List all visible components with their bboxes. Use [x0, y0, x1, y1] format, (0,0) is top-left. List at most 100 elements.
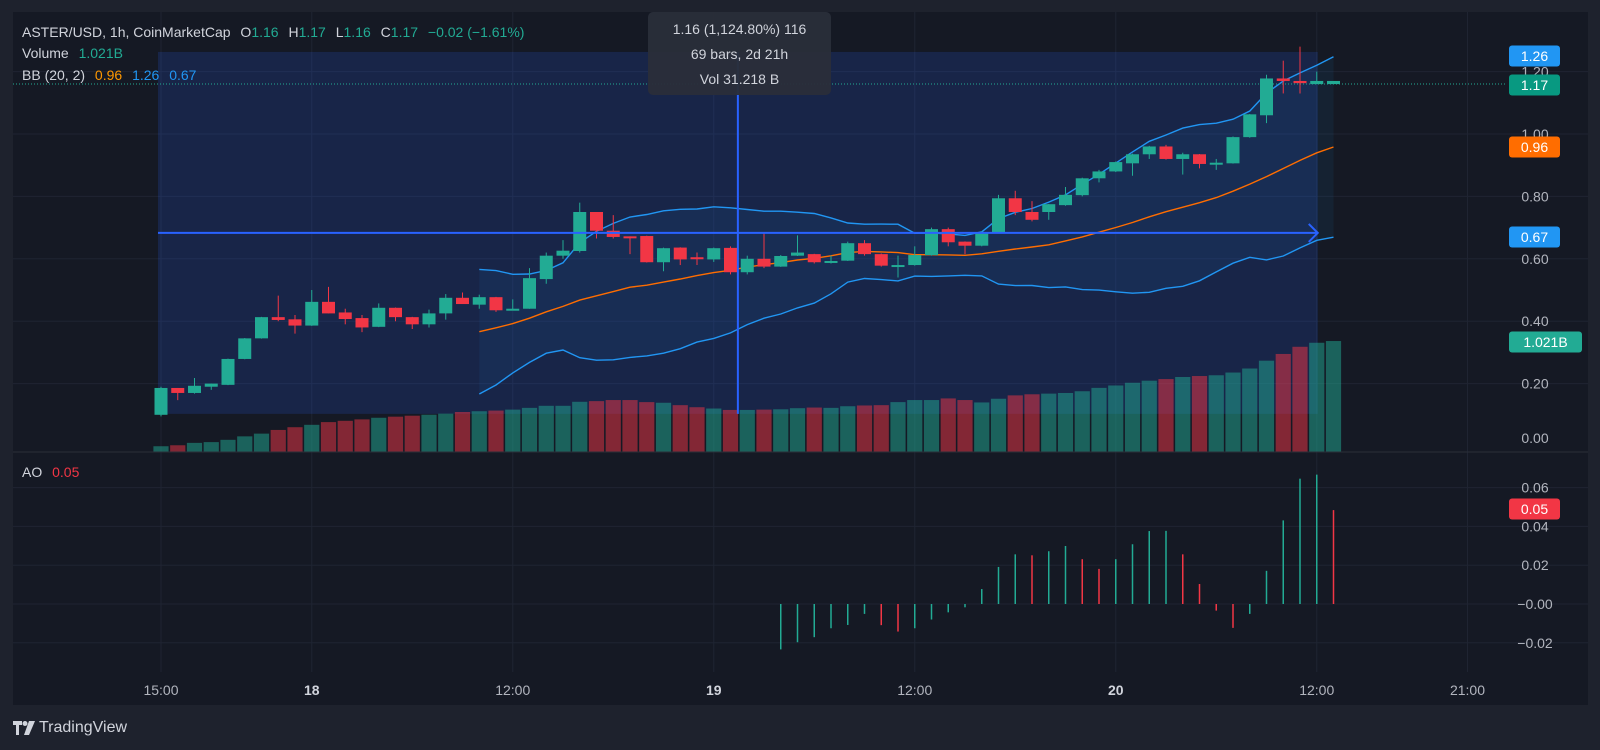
- volume-value: 1.021B: [78, 45, 123, 61]
- candle: [154, 386, 168, 417]
- candle: [221, 358, 235, 386]
- candle: [1260, 74, 1273, 124]
- tradingview-logo[interactable]: TradingView: [13, 719, 127, 737]
- candle-body: [271, 317, 285, 320]
- candle: [523, 268, 536, 309]
- candle: [958, 241, 972, 255]
- volume-bar: [253, 433, 270, 452]
- time-tick-label: 19: [706, 682, 722, 698]
- bb-legend[interactable]: BB (20, 2) 0.96 1.26 0.67: [22, 67, 202, 83]
- candle: [1126, 153, 1139, 176]
- candle: [992, 194, 1005, 234]
- candle-body: [221, 358, 235, 385]
- candle: [623, 236, 637, 255]
- volume-bar: [538, 405, 554, 452]
- volume-bar: [555, 405, 571, 452]
- candle-body: [958, 241, 972, 246]
- open-value: 1.16: [251, 24, 279, 40]
- bb-basis-line: [479, 146, 1334, 333]
- time-tick-label: 12:00: [897, 682, 932, 698]
- volume-bar: [1208, 375, 1224, 452]
- candle-body: [1142, 146, 1156, 155]
- candle-body: [489, 297, 503, 311]
- volume-bar: [304, 424, 320, 452]
- candle: [489, 296, 503, 312]
- candle-body: [1310, 80, 1324, 85]
- change-value: −0.02 (−1.61%): [427, 24, 525, 40]
- candle: [1243, 114, 1257, 138]
- volume-bar: [856, 405, 873, 452]
- chart-background: [13, 12, 1588, 705]
- candle: [439, 294, 453, 320]
- candle-body: [1293, 80, 1307, 84]
- volume-bar: [438, 413, 454, 452]
- candle-body: [1008, 198, 1022, 212]
- ao-tick-label: 0.04: [1521, 518, 1548, 534]
- candle: [1310, 71, 1324, 85]
- volume-bar: [1074, 391, 1090, 452]
- last-price-badge: 1.17: [1521, 77, 1548, 93]
- candle: [724, 246, 737, 275]
- candle: [472, 294, 486, 309]
- candle-body: [188, 385, 201, 393]
- volume-bar: [605, 400, 621, 452]
- volume-badge-bg: [1509, 331, 1582, 353]
- price-tick-label: 0.40: [1521, 313, 1548, 329]
- volume-bar: [940, 398, 956, 452]
- candle-body: [774, 255, 788, 267]
- volume-bar: [337, 420, 353, 452]
- candle-body: [908, 255, 922, 266]
- bb-lower-value: 0.67: [169, 67, 197, 83]
- candle: [1276, 60, 1290, 94]
- volume-bar: [756, 409, 772, 452]
- candle: [908, 246, 922, 266]
- candle: [925, 227, 938, 256]
- time-tick-label: 15:00: [143, 682, 178, 698]
- candle: [238, 338, 252, 360]
- bollinger-lines: [13, 56, 1505, 395]
- low-value: 1.16: [343, 24, 371, 40]
- volume-bar: [1108, 385, 1124, 452]
- volume-bar: [1258, 360, 1275, 452]
- candle-body: [204, 383, 218, 387]
- close-label: C: [380, 24, 391, 40]
- candle-body: [1109, 162, 1123, 172]
- ao-tick-label: −0.00: [1517, 596, 1553, 612]
- volume-bar: [220, 439, 236, 452]
- measure-price-change: 1.16 (1,124.80%) 116: [672, 21, 807, 37]
- candle: [389, 307, 402, 322]
- candle: [1176, 152, 1190, 175]
- candle: [372, 303, 386, 328]
- candle: [1193, 153, 1206, 169]
- high-value: 1.17: [298, 24, 326, 40]
- candle-body: [1075, 178, 1089, 196]
- candle-body: [255, 317, 268, 339]
- candle: [707, 247, 721, 262]
- volume-bar: [371, 417, 387, 452]
- candle: [740, 255, 754, 275]
- volume-series: [153, 341, 1342, 452]
- bb-lower-badge: 0.67: [1521, 229, 1548, 245]
- bb-upper-badge: 1.26: [1521, 48, 1548, 64]
- ao-legend[interactable]: AO 0.05: [22, 464, 85, 480]
- candle-body: [925, 229, 938, 256]
- time-tick-label: 20: [1108, 682, 1124, 698]
- candle-body: [1243, 114, 1257, 138]
- volume-bar: [320, 422, 337, 452]
- candle: [255, 316, 268, 339]
- last-price-badge-bg: [1509, 74, 1560, 96]
- candle-body: [1193, 154, 1206, 164]
- candle-body: [874, 254, 888, 266]
- candle-body: [154, 387, 168, 415]
- volume-legend[interactable]: Volume 1.021B: [22, 45, 129, 61]
- candle-body: [1126, 154, 1139, 164]
- symbol-title[interactable]: ASTER/USD, 1h, CoinMarketCap: [22, 24, 231, 40]
- candle: [640, 235, 654, 263]
- candle: [573, 202, 587, 253]
- candle: [1042, 203, 1056, 220]
- ao-series: [780, 474, 1335, 650]
- candle-body: [1260, 78, 1273, 116]
- volume-bar: [1158, 379, 1174, 452]
- candle-body: [1059, 194, 1072, 206]
